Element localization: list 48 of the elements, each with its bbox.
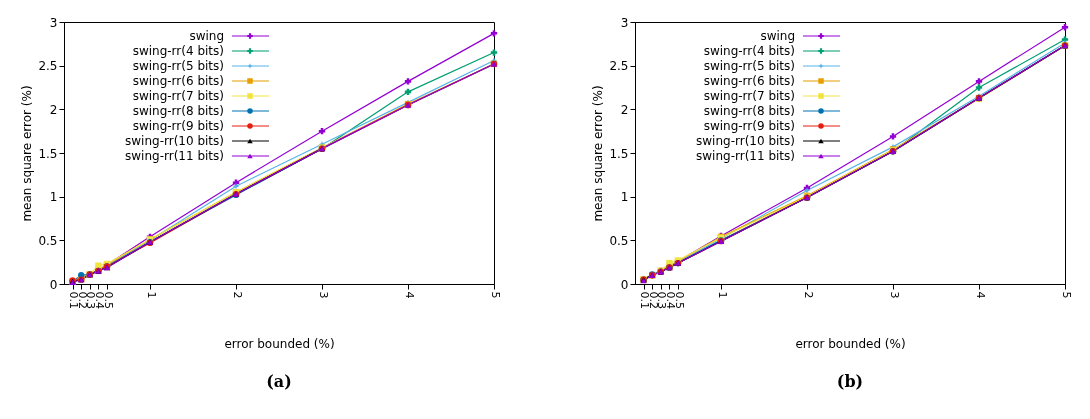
text: (a): [266, 372, 292, 391]
y-tick-label: 2.5: [609, 59, 629, 74]
x-tick-label: 2: [801, 291, 815, 299]
legend-label: swing: [189, 29, 224, 43]
y-tick-label: 2: [620, 102, 629, 117]
legend-label: swing-rr(5 bits): [132, 59, 224, 73]
x-axis-title: error bounded (%): [224, 336, 335, 351]
x-tick-label: 4: [973, 291, 987, 299]
legend-label: swing-rr(10 bits): [696, 134, 795, 148]
legend-label: swing-rr(7 bits): [703, 89, 795, 103]
y-axis-title: mean square error (%): [591, 85, 606, 222]
legend-label: swing-rr(6 bits): [703, 74, 795, 88]
x-axis-title: error bounded (%): [795, 336, 906, 351]
y-tick-label: 1.5: [609, 146, 629, 161]
y-tick-label: 0: [49, 277, 58, 292]
y-tick-label: 1.5: [38, 146, 58, 161]
y-tick-label: 0: [620, 277, 629, 292]
legend-label: swing: [760, 29, 795, 43]
y-tick-label: 1: [620, 190, 629, 205]
x-tick-label: 3: [316, 291, 330, 299]
y-tick-label: 3: [49, 15, 58, 30]
text: (b): [836, 372, 864, 391]
y-tick-label: 2: [49, 102, 58, 117]
x-tick-label: 2: [230, 291, 244, 299]
x-tick-label: 1: [144, 291, 158, 299]
legend-label: swing-rr(10 bits): [125, 134, 224, 148]
legend-label: swing-rr(4 bits): [703, 44, 795, 58]
y-tick-label: 0.5: [38, 233, 58, 248]
y-tick-label: 1: [49, 190, 58, 205]
legend-label: swing-rr(5 bits): [703, 59, 795, 73]
y-tick-label: 2.5: [38, 59, 58, 74]
x-tick-label: 5: [1059, 291, 1073, 299]
x-tick-label: 5: [488, 291, 502, 299]
x-tick-label: 4: [402, 291, 416, 299]
y-axis-title: mean square error (%): [20, 85, 35, 222]
x-tick-label: 3: [887, 291, 901, 299]
legend-label: swing-rr(4 bits): [132, 44, 224, 58]
x-tick-label: 1: [715, 291, 729, 299]
y-tick-label: 3: [620, 15, 629, 30]
legend-label: swing-rr(9 bits): [703, 119, 795, 133]
y-tick-label: 0.5: [609, 233, 629, 248]
legend-label: swing-rr(11 bits): [696, 149, 795, 163]
legend-label: swing-rr(11 bits): [125, 149, 224, 163]
legend-label: swing-rr(8 bits): [703, 104, 795, 118]
legend-label: swing-rr(9 bits): [132, 119, 224, 133]
legend-label: swing-rr(8 bits): [132, 104, 224, 118]
legend-label: swing-rr(7 bits): [132, 89, 224, 103]
legend-label: swing-rr(6 bits): [132, 74, 224, 88]
